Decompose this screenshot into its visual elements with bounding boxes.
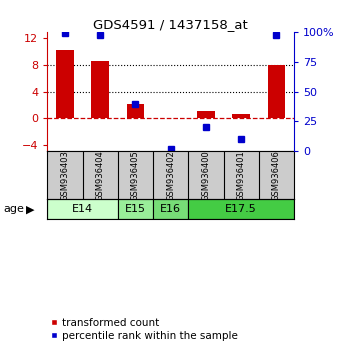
Text: GSM936401: GSM936401 [237, 150, 246, 201]
Bar [118, 199, 153, 219]
Text: ▶: ▶ [26, 204, 35, 214]
Legend: transformed count, percentile rank within the sample: transformed count, percentile rank withi… [46, 314, 242, 345]
Text: E15: E15 [125, 204, 146, 214]
Text: GSM936402: GSM936402 [166, 150, 175, 201]
Bar [153, 199, 188, 219]
Text: E14: E14 [72, 204, 93, 214]
Bar [233, 114, 250, 118]
Text: GSM936400: GSM936400 [201, 150, 211, 201]
Bar [268, 65, 285, 118]
Text: E17.5: E17.5 [225, 204, 257, 214]
Text: GSM936403: GSM936403 [61, 150, 69, 201]
Title: GDS4591 / 1437158_at: GDS4591 / 1437158_at [93, 18, 248, 31]
Bar [127, 104, 144, 118]
Text: GSM936406: GSM936406 [272, 150, 281, 201]
Text: age: age [3, 204, 24, 214]
Bar [197, 111, 215, 118]
Bar [91, 61, 109, 118]
Text: GSM936405: GSM936405 [131, 150, 140, 201]
Bar [56, 51, 74, 118]
Text: GSM936404: GSM936404 [96, 150, 105, 201]
Text: E16: E16 [160, 204, 181, 214]
Bar [188, 199, 294, 219]
Bar [47, 199, 118, 219]
